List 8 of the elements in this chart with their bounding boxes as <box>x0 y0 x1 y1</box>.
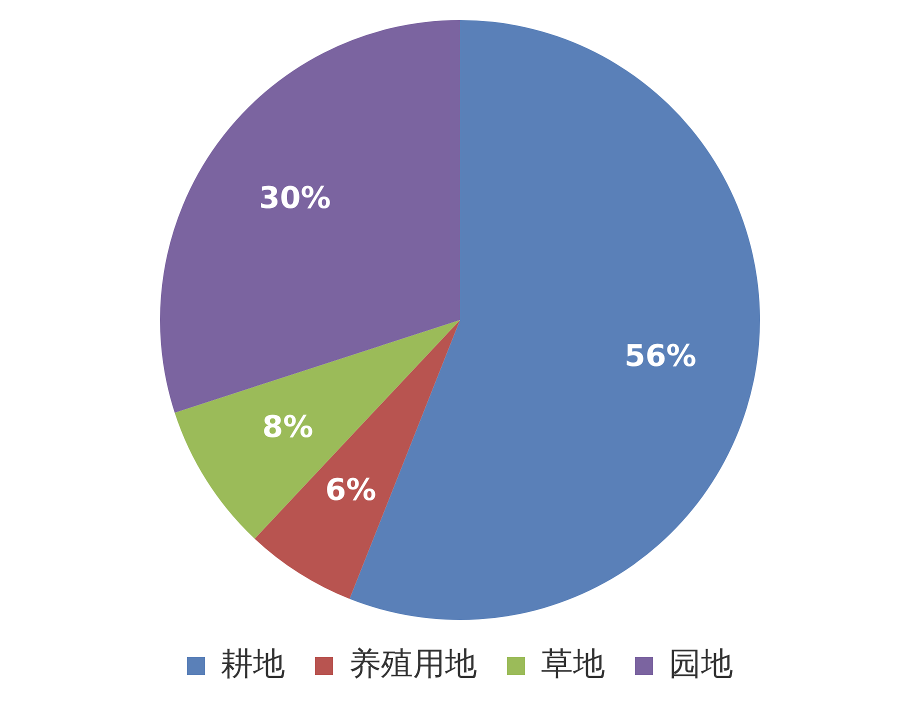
data-label: 30% <box>259 180 331 216</box>
data-label: 8% <box>262 410 314 446</box>
legend-label: 养殖用地 <box>349 644 477 682</box>
legend-label: 园地 <box>669 644 733 682</box>
data-label: 56% <box>624 339 696 374</box>
legend-label: 草地 <box>541 644 605 682</box>
legend-label: 耕地 <box>221 644 285 682</box>
data-label: 6% <box>325 473 376 508</box>
